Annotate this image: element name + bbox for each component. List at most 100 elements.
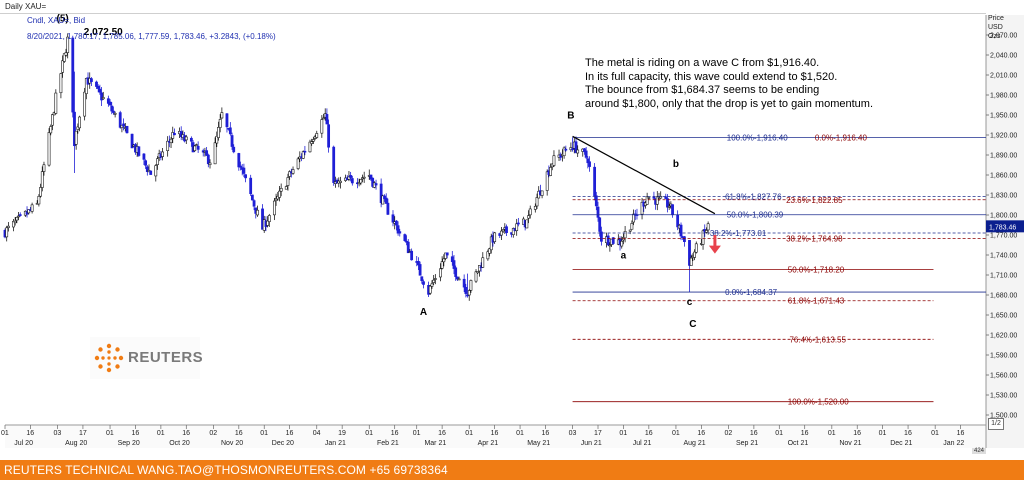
candle-body [315, 133, 319, 138]
wave-label: C [689, 319, 696, 330]
quote-line: 8/20/2021, 1,780.17, 1,785.06, 1,777.59,… [27, 32, 276, 41]
candle-body [689, 257, 693, 266]
y-tick-label: 1,710.00 [990, 273, 1017, 280]
candle-body [398, 231, 402, 234]
y-tick-label: 1,560.00 [990, 373, 1017, 380]
candle-body [154, 165, 158, 177]
candle-body [286, 177, 290, 186]
quote-values: 8/20/2021, 1,780.17, 1,785.06, 1,777.59,… [27, 32, 276, 41]
candle-body [701, 230, 705, 245]
candle-body [110, 105, 114, 112]
candle-body [455, 276, 459, 280]
reuters-dots-icon [94, 343, 124, 373]
fib-label: 0.0%-1,916.40 [815, 133, 868, 142]
x-tick-label: 01 [365, 430, 373, 437]
x-tick-label: 01 [879, 430, 887, 437]
candle-body [386, 202, 390, 215]
candle-body [406, 241, 410, 254]
fib-label: 100.0%-1,520.00 [788, 398, 849, 407]
candle-body [215, 135, 219, 144]
y-tick-label: 1,590.00 [990, 353, 1017, 360]
candle-body [249, 177, 253, 195]
x-tick-label: 17 [594, 430, 602, 437]
candle-body [228, 127, 232, 135]
candle-body [108, 101, 112, 106]
candle-body [466, 294, 469, 297]
x-tick-label: 16 [904, 430, 912, 437]
candle-body [664, 196, 668, 199]
candle-body [683, 236, 686, 242]
candle-body [30, 204, 34, 212]
x-tick-label: 01 [775, 430, 783, 437]
candle-body [266, 220, 270, 226]
candle-body [37, 196, 41, 205]
candle-body [433, 278, 437, 280]
x-tick-label: 16 [645, 430, 653, 437]
candle-body [125, 125, 129, 134]
candle-body [161, 151, 164, 157]
candle-body [454, 267, 458, 277]
candle-body [501, 229, 505, 232]
candle-body [27, 209, 31, 214]
x-tick-label: 02 [209, 430, 217, 437]
axis-title-price: Price [988, 15, 1004, 22]
candle-body [301, 151, 305, 159]
candle-body [611, 237, 615, 244]
candle-body [432, 279, 436, 283]
candle-body [420, 276, 424, 281]
last-price-label: 1,783.46 [989, 224, 1016, 231]
candle-body [83, 91, 87, 117]
fib-label: 23.6%-1,822.85 [786, 196, 843, 205]
candle-body [394, 220, 398, 226]
wave-label: c [687, 297, 693, 308]
candle-body [584, 150, 588, 158]
candle-body [62, 53, 66, 62]
candle-body [311, 139, 315, 142]
candle-body [594, 195, 598, 207]
wave-label: A [420, 307, 427, 318]
candle-body [444, 252, 447, 259]
candle-body [379, 183, 383, 203]
reuters-logo: REUTERS [90, 337, 203, 379]
x-tick-label: 16 [957, 430, 965, 437]
x-tick-label: 03 [54, 430, 62, 437]
month-label: Jan 22 [943, 440, 964, 447]
candle-body [671, 204, 674, 216]
axis-title-currency: USD [988, 24, 1003, 31]
candle-body [403, 234, 407, 241]
candle-body [18, 214, 22, 216]
candle-body [606, 235, 610, 246]
candle-body [515, 223, 519, 231]
x-tick-label: 01 [157, 430, 165, 437]
candle-body [476, 271, 480, 274]
candle-body [242, 167, 246, 174]
x-tick-label: 16 [853, 430, 861, 437]
y-tick-label: 1,680.00 [990, 293, 1017, 300]
candles [3, 33, 710, 301]
candle-body [452, 260, 456, 269]
candle-body [445, 252, 449, 256]
candle-body [493, 232, 497, 242]
candle-body [349, 175, 353, 178]
candle-body [332, 146, 336, 183]
fib-label: 0.0%-1,684.37 [725, 288, 778, 297]
zoom-button[interactable]: 1/2 [988, 418, 1004, 430]
x-tick-label: 16 [286, 430, 294, 437]
candle-body [12, 220, 15, 228]
fib-label: 38.2%-1,764.98 [786, 234, 843, 243]
candle-body [196, 145, 200, 150]
candle-body [84, 78, 88, 95]
candle-body [640, 201, 644, 215]
candle-body [73, 111, 76, 147]
scroll-indicator[interactable]: 424 [972, 448, 987, 454]
candle-body [405, 240, 408, 243]
candle-body [588, 161, 591, 167]
candle-body [171, 132, 175, 139]
candle-body [98, 88, 102, 93]
x-tick-label: 16 [438, 430, 446, 437]
candle-body [535, 197, 539, 207]
last-price-tag [986, 220, 1024, 233]
candle-body [586, 158, 590, 164]
y-tick-label: 2,070.00 [990, 33, 1017, 40]
fib-label: 50.0%-1,800.39 [727, 211, 784, 220]
